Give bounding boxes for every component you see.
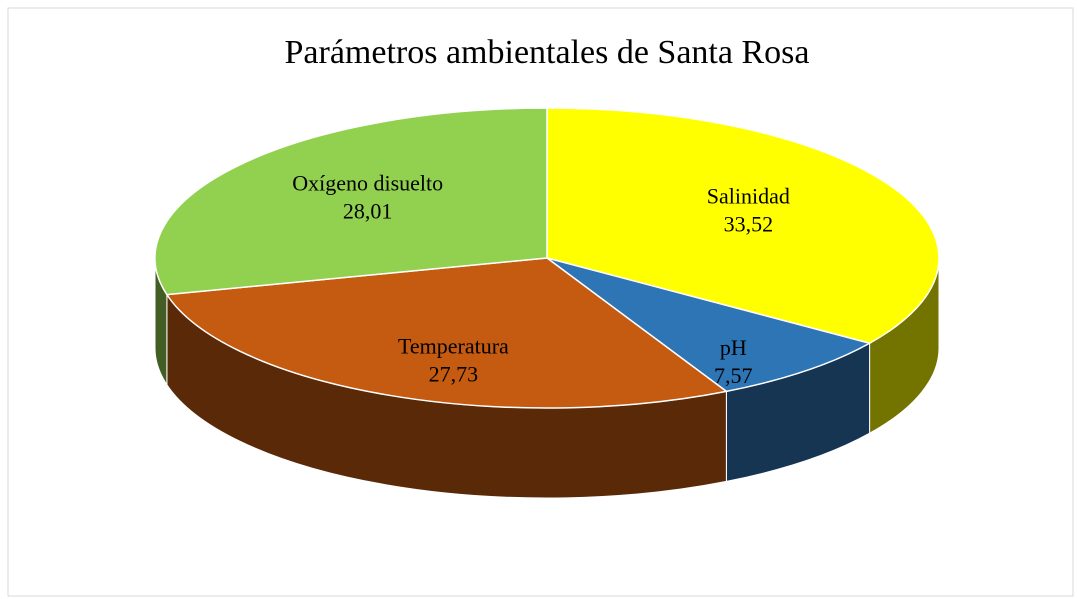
slice-value-label: 28,01 — [343, 199, 393, 224]
pie-slice — [546, 257, 872, 393]
slice-category-label: Salinidad — [707, 184, 790, 209]
slice-category-label: Temperatura — [398, 333, 509, 358]
pie-slice — [165, 257, 729, 409]
pie-tops — [154, 107, 940, 409]
data-labels: Salinidad 33,52 pH 7,57 Temperatura 27,73 Oxíg… — [292, 171, 790, 389]
slice-value-label: 33,52 — [724, 212, 774, 237]
slice-value-label: 27,73 — [429, 361, 479, 386]
pie-sides — [154, 257, 940, 499]
pie-slice — [154, 107, 548, 296]
chart-title: Parámetros ambientales de Santa Rosa — [285, 34, 810, 71]
slice-value-label: 7,57 — [714, 363, 753, 388]
pie-slice — [546, 107, 940, 345]
slice-category-label: Oxígeno disuelto — [292, 171, 443, 196]
slice-category-label: pH — [720, 335, 747, 360]
